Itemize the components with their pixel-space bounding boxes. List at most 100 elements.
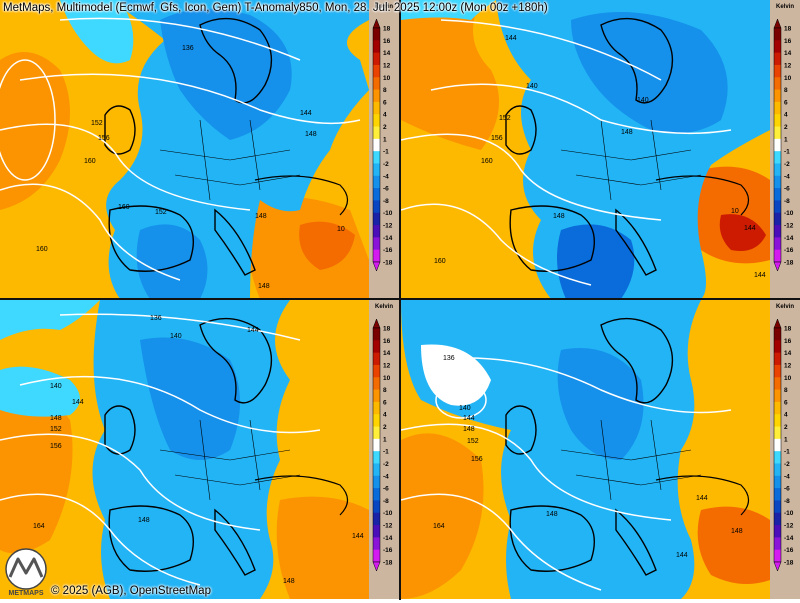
legend-arrow-top xyxy=(372,318,381,329)
legend-tick-label: 12 xyxy=(383,62,391,69)
legend-swatch xyxy=(774,126,781,140)
contour-label: 164 xyxy=(433,523,445,530)
logo-text: METMAPS xyxy=(9,590,44,597)
color-scale-legend: Kelvin 18 16 14 12 10 8 6 4 2 1 -1 -2 -4 -6 -8 -10 -12 -1… xyxy=(770,0,800,299)
legend-tick-label: 16 xyxy=(383,338,391,345)
logo-circle xyxy=(5,548,47,590)
legend-unit: Kelvin xyxy=(775,304,794,310)
legend-swatch xyxy=(774,414,781,428)
contour-label: 160 xyxy=(84,158,96,165)
legend-swatch xyxy=(373,426,380,440)
legend-scale-bar: 18 16 14 12 10 8 6 4 2 1 -1 -2 -4 -6 -8 -10 -12 -14 -16 -18 xyxy=(372,18,393,272)
legend-tick-label: -6 xyxy=(383,186,389,193)
legend-swatch xyxy=(373,463,380,477)
contour-label: 160 xyxy=(36,246,48,253)
legend-tick-label: 1 xyxy=(784,136,788,143)
contour-label: 152 xyxy=(50,426,62,433)
geopotential-contour xyxy=(59,313,301,341)
legend-swatch xyxy=(373,328,380,341)
legend-tick-label: 2 xyxy=(383,124,387,131)
geopotential-contour xyxy=(59,17,301,61)
legend-scale-bar: 18 16 14 12 10 8 6 4 2 1 -1 -2 -4 -6 -8 -10 -12 -14 -16 -18 xyxy=(773,18,794,272)
contour-label: 144 xyxy=(676,552,688,559)
legend-swatch xyxy=(774,188,781,201)
contour-label: 160 xyxy=(434,258,446,265)
cold-anomaly-area xyxy=(0,366,80,417)
geopotential-contour xyxy=(0,59,56,181)
legend-swatch xyxy=(774,237,781,251)
legend-swatch xyxy=(774,328,781,341)
geopotential-contour xyxy=(19,73,361,125)
map-title: MetMaps, Multimodel (Ecmwf, Gfs, Icon, G… xyxy=(3,2,548,14)
legend-swatch xyxy=(774,225,781,238)
legend-arrow-top xyxy=(372,18,381,29)
contour-label: 140 xyxy=(50,383,62,390)
coastline-italy xyxy=(214,208,256,276)
map-panel-bottom-right: 136 140 144 148 152 156 164 148 144 144 … xyxy=(401,300,800,599)
legend-tick-label: -10 xyxy=(383,510,393,517)
legend-swatch xyxy=(373,237,380,251)
geopotential-contour xyxy=(435,381,487,419)
contour-label: 148 xyxy=(305,131,317,138)
legend-tick-label: 14 xyxy=(383,350,391,357)
legend-swatch xyxy=(774,28,781,41)
contour-label: 156 xyxy=(50,443,62,450)
legend-swatch xyxy=(774,401,781,415)
contour-label: 144 xyxy=(300,110,312,117)
legend-tick-label: -6 xyxy=(784,486,790,493)
legend-swatch xyxy=(373,500,380,514)
coastline-iberia xyxy=(108,505,194,572)
contour-label: 140 xyxy=(170,333,182,340)
anomaly-map: 136 140 144 140 144 148 152 156 148 164 … xyxy=(0,300,369,599)
contour-label: 144 xyxy=(352,533,364,540)
legend-swatch xyxy=(373,89,380,103)
legend-swatch xyxy=(373,188,380,201)
legend-tick-label: 6 xyxy=(383,99,387,106)
legend-tick-label: -12 xyxy=(784,223,794,230)
legend-tick-label: 10 xyxy=(383,375,391,382)
legend-swatch xyxy=(373,163,380,177)
legend-swatch xyxy=(373,249,380,263)
legend-tick-label: -4 xyxy=(784,473,790,480)
legend-swatch xyxy=(774,163,781,177)
map-panel-bottom-left: 136 140 144 140 144 148 152 156 148 164 … xyxy=(0,300,399,599)
legend-arrow-bottom xyxy=(372,561,381,572)
legend-tick-label: 12 xyxy=(784,362,792,369)
legend-tick-label: 8 xyxy=(784,87,788,94)
legend-tick-label: 2 xyxy=(784,424,788,431)
coastline-scandinavia xyxy=(199,17,273,104)
contour-label: 144 xyxy=(505,35,517,42)
legend-swatch xyxy=(774,389,781,403)
legend-tick-label: 8 xyxy=(784,387,788,394)
contour-label: 148 xyxy=(138,517,150,524)
legend-swatch xyxy=(774,101,781,115)
legend-tick-label: 18 xyxy=(383,326,391,333)
legend-tick-label: 4 xyxy=(784,412,788,419)
legend-tick-label: -8 xyxy=(383,198,389,205)
cold-anomaly-area xyxy=(140,337,240,460)
legend-unit: Kelvin xyxy=(374,4,393,10)
legend-tick-label: 12 xyxy=(784,62,792,69)
geopotential-contour xyxy=(0,183,181,281)
coastline-iberia xyxy=(108,205,194,272)
geopotential-contour xyxy=(0,493,201,586)
legend-tick-label: 1 xyxy=(784,436,788,443)
legend-tick-label: -8 xyxy=(784,198,790,205)
geopotential-contour xyxy=(440,19,662,81)
legend-swatch xyxy=(373,549,380,563)
legend-swatch xyxy=(774,77,781,91)
legend-tick-label: -14 xyxy=(784,235,794,242)
legend-tick-label: -18 xyxy=(383,260,393,267)
legend-swatch xyxy=(774,340,781,354)
warm-anomaly-area xyxy=(697,506,770,584)
legend-swatch xyxy=(774,463,781,477)
coastline-britain xyxy=(104,405,136,455)
legend-tick-label: -10 xyxy=(784,510,794,517)
contour-label: 156 xyxy=(98,135,110,142)
geopotential-contour xyxy=(430,357,732,414)
geopotential-contour xyxy=(401,493,602,591)
cold-anomaly-area xyxy=(557,224,635,299)
cold-anomaly-area xyxy=(571,12,728,134)
legend-tick-label: 4 xyxy=(383,112,387,119)
legend-swatch xyxy=(373,101,380,115)
